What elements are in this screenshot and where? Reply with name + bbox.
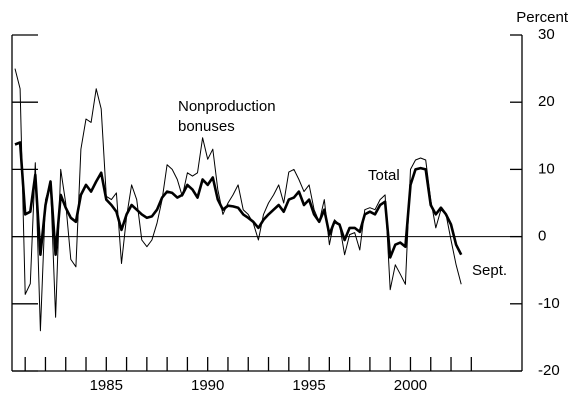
y-tick-label: 30 (538, 26, 555, 43)
y-axis-label: Percent (516, 9, 569, 26)
y-tick-label: 20 (538, 93, 555, 110)
annotation: Nonproduction (178, 98, 276, 115)
x-tick-label: 1985 (90, 377, 123, 394)
y-tick-label: 0 (538, 228, 546, 245)
y-tick-label: -20 (538, 362, 560, 379)
x-tick-label: 1990 (191, 377, 224, 394)
y-tick-label: 10 (538, 160, 555, 177)
x-tick-label: 1995 (292, 377, 325, 394)
annotation: bonuses (178, 118, 235, 135)
annotation: Sept. (472, 262, 507, 279)
series-line (14, 141, 463, 259)
y-tick-label: -10 (538, 295, 560, 312)
x-tick-label: 2000 (394, 377, 427, 394)
annotation: Total (368, 167, 400, 184)
